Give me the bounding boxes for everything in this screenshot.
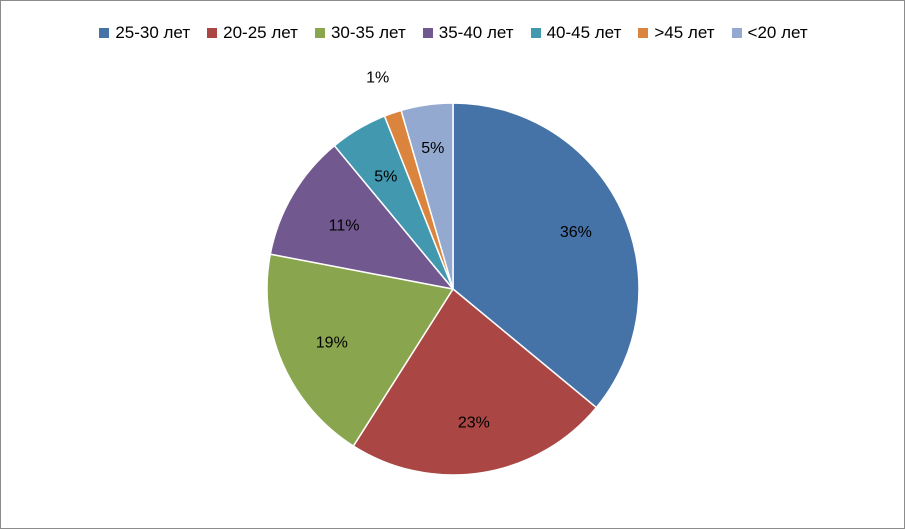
- pie-slice: [266, 253, 455, 448]
- data-label: 23%: [458, 414, 490, 431]
- legend-item: 30-35 лет: [314, 23, 406, 43]
- legend-swatch: [638, 28, 649, 38]
- pie-slice: [352, 287, 598, 476]
- legend-item: 25-30 лет: [99, 23, 190, 43]
- data-label: 36%: [560, 224, 592, 241]
- legend-swatch: [99, 28, 110, 38]
- legend-item: >45 лет: [638, 23, 715, 43]
- legend-item: 20-25 лет: [207, 23, 298, 43]
- pie-slice: [400, 102, 454, 290]
- data-label: 19%: [316, 334, 348, 351]
- legend-label: 40-45 лет: [546, 23, 622, 42]
- legend-item: <20 лет: [731, 23, 808, 43]
- legend-swatch: [731, 28, 742, 38]
- data-label: 1%: [366, 70, 389, 87]
- legend-label: >45 лет: [654, 23, 715, 42]
- legend-item: 35-40 лет: [422, 23, 514, 43]
- legend-label: 35-40 лет: [438, 23, 514, 42]
- data-label: 5%: [421, 140, 444, 157]
- data-label: 5%: [374, 168, 397, 185]
- legend: 25-30 лет 20-25 лет 30-35 лет 35-40 лет 40-4…: [1, 21, 905, 45]
- legend-swatch: [422, 28, 433, 38]
- legend-swatch: [530, 28, 541, 38]
- legend-label: 30-35 лет: [330, 23, 406, 42]
- pie-slice: [269, 144, 455, 291]
- legend-label: 20-25 лет: [223, 23, 298, 42]
- data-label: 11%: [329, 218, 360, 235]
- legend-label: 25-30 лет: [115, 23, 191, 42]
- legend-swatch: [207, 28, 218, 38]
- pie-slice: [452, 102, 640, 409]
- legend-item: 40-45 лет: [530, 23, 622, 43]
- legend-label: <20 лет: [747, 23, 808, 42]
- legend-swatch: [314, 28, 325, 38]
